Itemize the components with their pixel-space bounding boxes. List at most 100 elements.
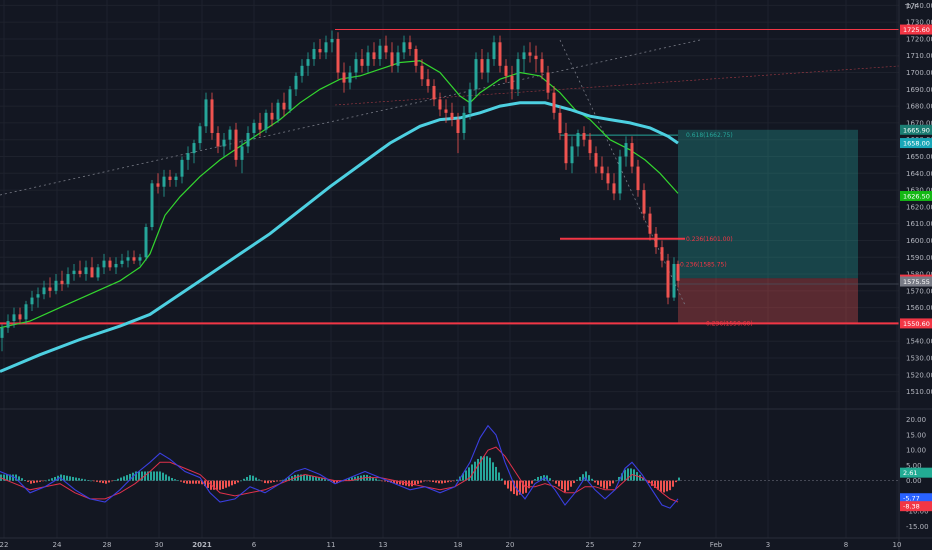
histogram-bar [417, 480, 419, 484]
histogram-bar [486, 456, 488, 481]
histogram-bar [39, 480, 41, 482]
histogram-bar [594, 480, 596, 483]
histogram-bar [546, 475, 548, 481]
osc-tick-label: 15.00 [906, 431, 926, 439]
svg-text:-5.77: -5.77 [903, 495, 920, 503]
position-stop-zone[interactable] [678, 278, 858, 324]
histogram-bar [615, 480, 617, 482]
histogram-bar [429, 480, 431, 482]
candle [528, 42, 532, 63]
candle [264, 109, 268, 133]
price-tick-label: 1640.00 [906, 170, 932, 178]
candle [372, 42, 376, 66]
histogram-bar [255, 477, 257, 481]
candle [582, 126, 586, 147]
histogram-bar [354, 476, 356, 481]
histogram-bar [201, 480, 203, 485]
histogram-bar [45, 480, 47, 482]
osc-tick-label: 20.00 [906, 416, 926, 424]
candle [570, 136, 574, 174]
histogram-bar [372, 477, 374, 481]
histogram-bar [21, 478, 23, 481]
price-tick-label: 1630.00 [906, 187, 932, 195]
histogram-bar [468, 467, 470, 481]
osc-tick-label: -10.00 [906, 508, 929, 516]
histogram-bar [522, 480, 524, 494]
histogram-bar [105, 480, 107, 484]
histogram-bar [399, 480, 401, 485]
histogram-bar [123, 476, 125, 481]
signal-line [0, 446, 679, 503]
candle [522, 45, 526, 73]
histogram-bar [84, 479, 86, 481]
candle [48, 277, 52, 298]
histogram-bar [264, 480, 266, 484]
candle [654, 227, 658, 254]
histogram-bar [177, 480, 179, 482]
osc-value-tag: -5.77 [900, 493, 932, 504]
histogram-bar [216, 480, 218, 490]
candle [630, 136, 634, 174]
histogram-bar [150, 471, 152, 481]
time-tick-label: 2021 [192, 541, 212, 549]
candle [78, 260, 82, 278]
svg-text:2.61: 2.61 [903, 469, 917, 477]
histogram-bar [498, 472, 500, 481]
candle [672, 257, 676, 301]
histogram-bar [504, 480, 506, 485]
candle [150, 180, 154, 231]
histogram-bar [261, 480, 263, 482]
price-tick-label: 1700.00 [906, 69, 932, 77]
candle [624, 136, 628, 167]
histogram-bar [195, 480, 197, 484]
histogram-bar [138, 471, 140, 481]
candle [564, 122, 568, 170]
histogram-bar [159, 471, 161, 481]
histogram-bar [237, 480, 239, 483]
histogram-bar [96, 480, 98, 482]
osc-value-tag: 2.61 [900, 467, 932, 478]
histogram-bar [549, 478, 551, 481]
fib-label: 0.236(1601.00) [686, 236, 733, 243]
osc-tick-label: -15.00 [906, 523, 929, 531]
svg-text:1725.60: 1725.60 [903, 26, 930, 34]
histogram-bar [243, 478, 245, 481]
histogram-bar [678, 477, 680, 481]
candle [246, 126, 250, 154]
histogram-bar [174, 479, 176, 481]
price-tick-label: 1610.00 [906, 220, 932, 228]
time-tick-label: 24 [53, 541, 62, 549]
histogram-bar [48, 479, 50, 481]
histogram-bar [75, 477, 77, 481]
candle [66, 267, 70, 288]
candle [0, 324, 4, 352]
candle [588, 132, 592, 160]
histogram-bar [441, 480, 443, 484]
candle [324, 35, 328, 60]
histogram-bar [627, 468, 629, 481]
candle [36, 287, 40, 308]
histogram-bar [324, 479, 326, 481]
histogram-bar [129, 473, 131, 481]
time-tick-label: 28 [103, 541, 112, 549]
descending-trendline[interactable] [559, 39, 686, 306]
candle [576, 129, 580, 157]
price-tick-label: 1730.00 [906, 19, 932, 27]
histogram-bar [639, 474, 641, 481]
drawing-layer[interactable]: 0.618(1662.75) 0.236(1601.00) 0.236(1585.7… [0, 29, 900, 328]
histogram-bar [228, 480, 230, 487]
candle [450, 102, 454, 127]
histogram-bar [30, 480, 32, 484]
position-target-zone[interactable] [678, 129, 858, 279]
candle [300, 59, 304, 83]
price-tick-label: 1590.00 [906, 254, 932, 262]
candle [126, 250, 130, 268]
candle [228, 126, 232, 150]
candle [402, 35, 406, 60]
candle [342, 62, 346, 93]
histogram-bar [126, 475, 128, 481]
histogram-bar [561, 480, 563, 490]
fib-label: 0.236(1585.75) [680, 261, 727, 268]
